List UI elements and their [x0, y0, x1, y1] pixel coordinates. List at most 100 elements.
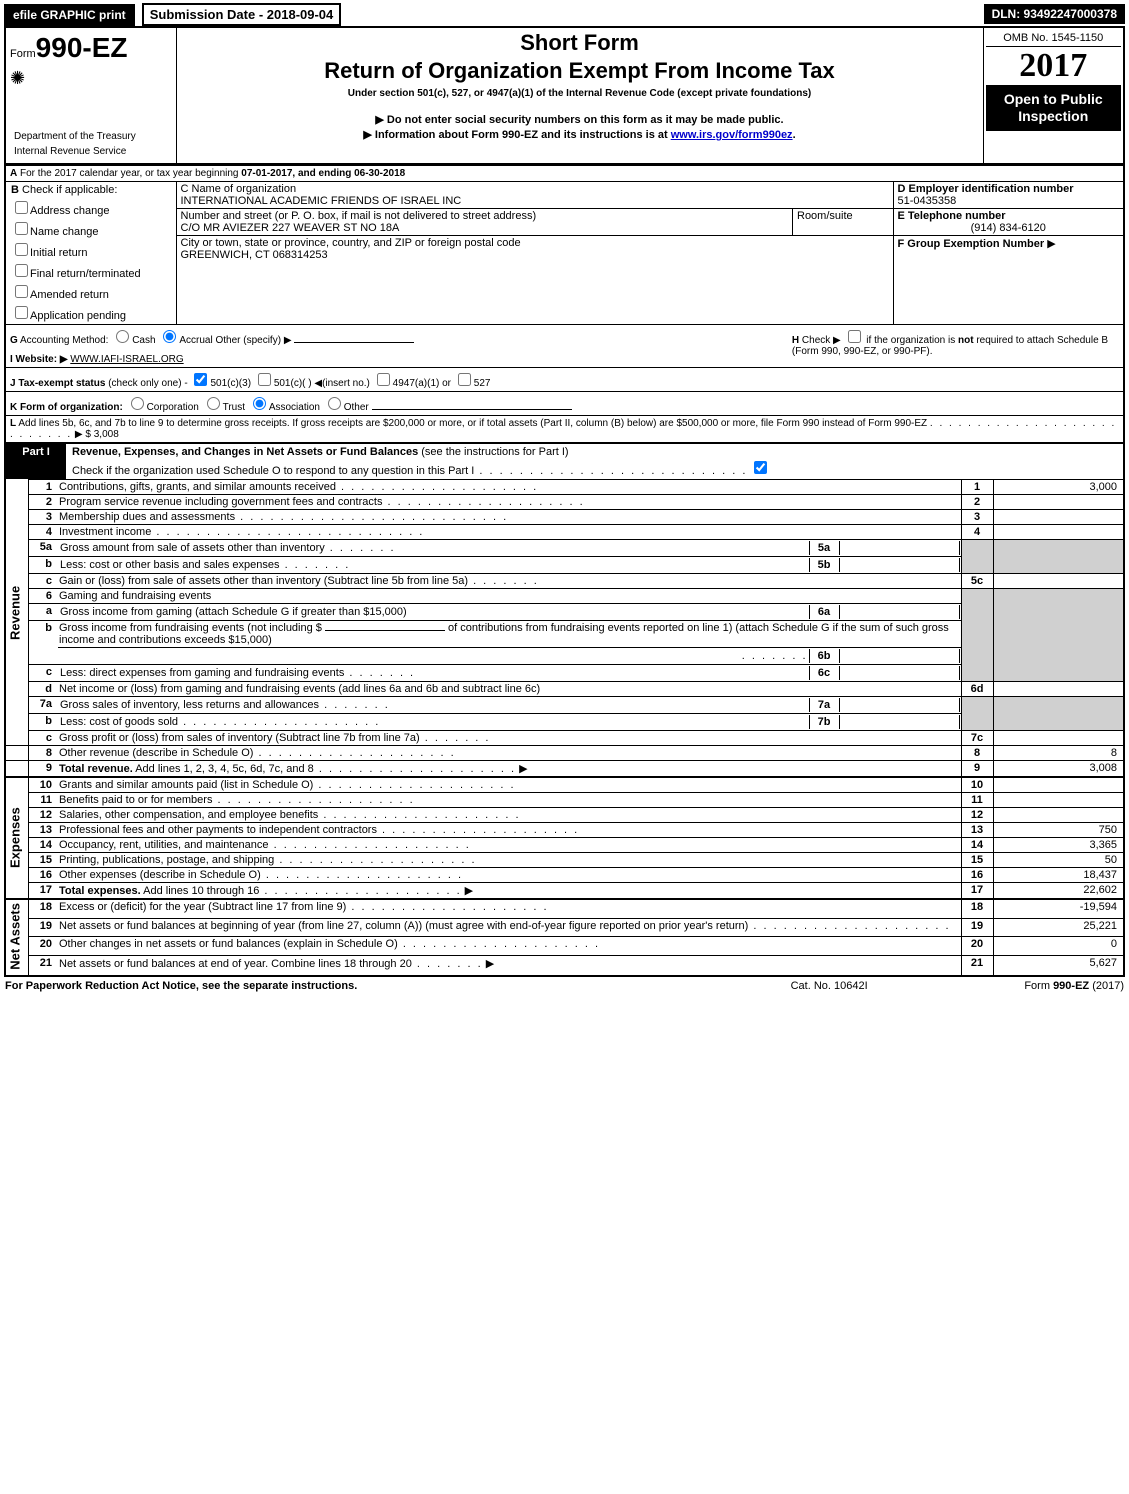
dept-irs: Internal Revenue Service: [10, 144, 172, 159]
other-specify-line[interactable]: [294, 342, 414, 343]
line-6b-amount-blank[interactable]: [325, 630, 445, 631]
line-5c-desc: Gain or (loss) from sale of assets other…: [59, 575, 468, 587]
line-6a-sub: 6a: [809, 605, 839, 619]
top-bar: efile GRAPHIC print Submission Date - 20…: [4, 4, 1125, 24]
line-6d-amt: [993, 682, 1123, 697]
chk-501c3[interactable]: [194, 373, 207, 386]
line-3-amt: [993, 510, 1123, 525]
radio-trust[interactable]: [207, 397, 220, 410]
form-container: Form990-EZ ✺ Department of the Treasury …: [4, 26, 1125, 977]
instr2-post: .: [793, 129, 796, 141]
line-17-num: 17: [961, 883, 993, 900]
chk-name-change[interactable]: Name change: [7, 218, 175, 239]
ein-value: 51-0435358: [898, 195, 957, 207]
line-5b-sub: 5b: [809, 558, 839, 572]
revenue-section-label: Revenue: [6, 480, 28, 746]
block-h-text: Check ▶: [802, 335, 841, 346]
block-l-text: Add lines 5b, 6c, and 7b to line 9 to de…: [18, 418, 927, 429]
chk-amended-return[interactable]: Amended return: [7, 281, 175, 302]
chk-527[interactable]: [458, 373, 471, 386]
block-k: K Form of organization: Corporation Trus…: [6, 392, 1123, 416]
radio-cash[interactable]: [116, 330, 129, 343]
chk-schedule-o-part1[interactable]: [754, 461, 767, 474]
org-street: C/O MR AVIEZER 227 WEAVER ST NO 18A: [181, 222, 789, 234]
block-b-heading: Check if applicable:: [22, 184, 117, 196]
line-17-pre: Total expenses.: [59, 885, 141, 897]
block-l-label: L: [10, 418, 16, 429]
line-13-desc: Professional fees and other payments to …: [59, 824, 377, 836]
submission-date: Submission Date - 2018-09-04: [142, 3, 342, 26]
chk-501c[interactable]: [258, 373, 271, 386]
block-def: D Employer identification number 51-0435…: [893, 182, 1123, 325]
phone-value: (914) 834-6120: [898, 222, 1120, 234]
other-org-line[interactable]: [372, 409, 572, 410]
block-g-label: G: [10, 335, 18, 346]
radio-other-org[interactable]: [328, 397, 341, 410]
line-2-desc: Program service revenue including govern…: [59, 496, 382, 508]
radio-corporation[interactable]: [131, 397, 144, 410]
part1-label: Part I: [6, 443, 66, 479]
line-15-amt: 50: [993, 853, 1123, 868]
line-5a-subamt: [839, 541, 959, 555]
line-5b-desc: Less: cost or other basis and sales expe…: [60, 559, 280, 571]
line-19-desc: Net assets or fund balances at beginning…: [59, 920, 748, 932]
chk-initial-return[interactable]: Initial return: [7, 239, 175, 260]
header-right: OMB No. 1545-1150 2017 Open to Public In…: [983, 28, 1123, 164]
line-6c-sub: 6c: [809, 666, 839, 680]
part1-title-cell: Revenue, Expenses, and Changes in Net As…: [66, 443, 1123, 479]
radio-association[interactable]: [253, 397, 266, 410]
line-6b-desc: Gross income from fundraising events (no…: [58, 621, 961, 648]
line-4-num: 4: [961, 525, 993, 540]
block-a-mid: , and ending: [292, 168, 354, 179]
chk-application-pending[interactable]: Application pending: [7, 302, 175, 323]
line-12-desc: Salaries, other compensation, and employ…: [59, 809, 318, 821]
block-l-arrow: ▶: [75, 429, 83, 440]
open-public-l1: Open to Public: [1004, 91, 1103, 107]
instruction-line-1: ▶ Do not enter social security numbers o…: [183, 113, 977, 126]
efile-print-button[interactable]: efile GRAPHIC print: [4, 4, 135, 26]
line-3-desc: Membership dues and assessments: [59, 511, 235, 523]
line-1-amt: 3,000: [993, 480, 1123, 495]
instruction-line-2: ▶ Information about Form 990-EZ and its …: [183, 128, 977, 141]
line-6b-sub: 6b: [809, 649, 839, 663]
block-f-label: F Group Exemption Number: [898, 238, 1045, 250]
chk-schedule-b[interactable]: [848, 330, 861, 343]
website-value[interactable]: WWW.IAFI-ISRAEL.ORG: [70, 354, 183, 365]
tax-year-begin: 07-01-2017: [241, 168, 292, 179]
line-7b-sub: 7b: [809, 715, 839, 729]
line-14-num: 14: [961, 838, 993, 853]
line-6a-subamt: [839, 605, 959, 619]
form-number: 990-EZ: [36, 32, 128, 63]
line-4-amt: [993, 525, 1123, 540]
line-5c-num: 5c: [961, 574, 993, 589]
part1-title-suffix: (see the instructions for Part I): [418, 446, 568, 458]
footer-mid: Cat. No. 10642I: [746, 979, 912, 993]
line-9-num: 9: [961, 761, 993, 778]
chk-4947a1[interactable]: [377, 373, 390, 386]
form990ez-link[interactable]: www.irs.gov/form990ez: [671, 129, 793, 141]
line-4-desc: Investment income: [59, 526, 151, 538]
chk-address-change[interactable]: Address change: [7, 197, 175, 218]
netassets-section-label: Net Assets: [6, 899, 28, 975]
radio-accrual[interactable]: [163, 330, 176, 343]
chk-final-return[interactable]: Final return/terminated: [7, 260, 175, 281]
line-5a-desc: Gross amount from sale of assets other t…: [60, 542, 325, 554]
footer-left: For Paperwork Reduction Act Notice, see …: [4, 979, 746, 993]
block-a-label: A: [10, 168, 17, 179]
block-c-street-label: Number and street (or P. O. box, if mail…: [181, 210, 789, 222]
header-left: Form990-EZ ✺ Department of the Treasury …: [6, 28, 176, 164]
footer-right: Form 990-EZ (2017): [912, 979, 1125, 993]
instr2-pre: ▶ Information about Form 990-EZ and its …: [363, 129, 670, 141]
org-name: INTERNATIONAL ACADEMIC FRIENDS OF ISRAEL…: [181, 195, 889, 207]
line-20-desc: Other changes in net assets or fund bala…: [59, 938, 398, 950]
under-section-text: Under section 501(c), 527, or 4947(a)(1)…: [183, 88, 977, 99]
block-h-not: not: [958, 335, 974, 346]
block-h-suf1: if the organization is: [866, 335, 958, 346]
line-6c-subamt: [839, 666, 959, 680]
block-d-label: D Employer identification number: [898, 183, 1074, 195]
block-g: G Accounting Method: Cash Accrual Other …: [6, 325, 788, 368]
line-11-desc: Benefits paid to or for members: [59, 794, 212, 806]
line-6c-desc: Less: direct expenses from gaming and fu…: [60, 667, 344, 679]
line-6d-desc: Net income or (loss) from gaming and fun…: [58, 682, 961, 697]
line-17-amt: 22,602: [993, 883, 1123, 900]
